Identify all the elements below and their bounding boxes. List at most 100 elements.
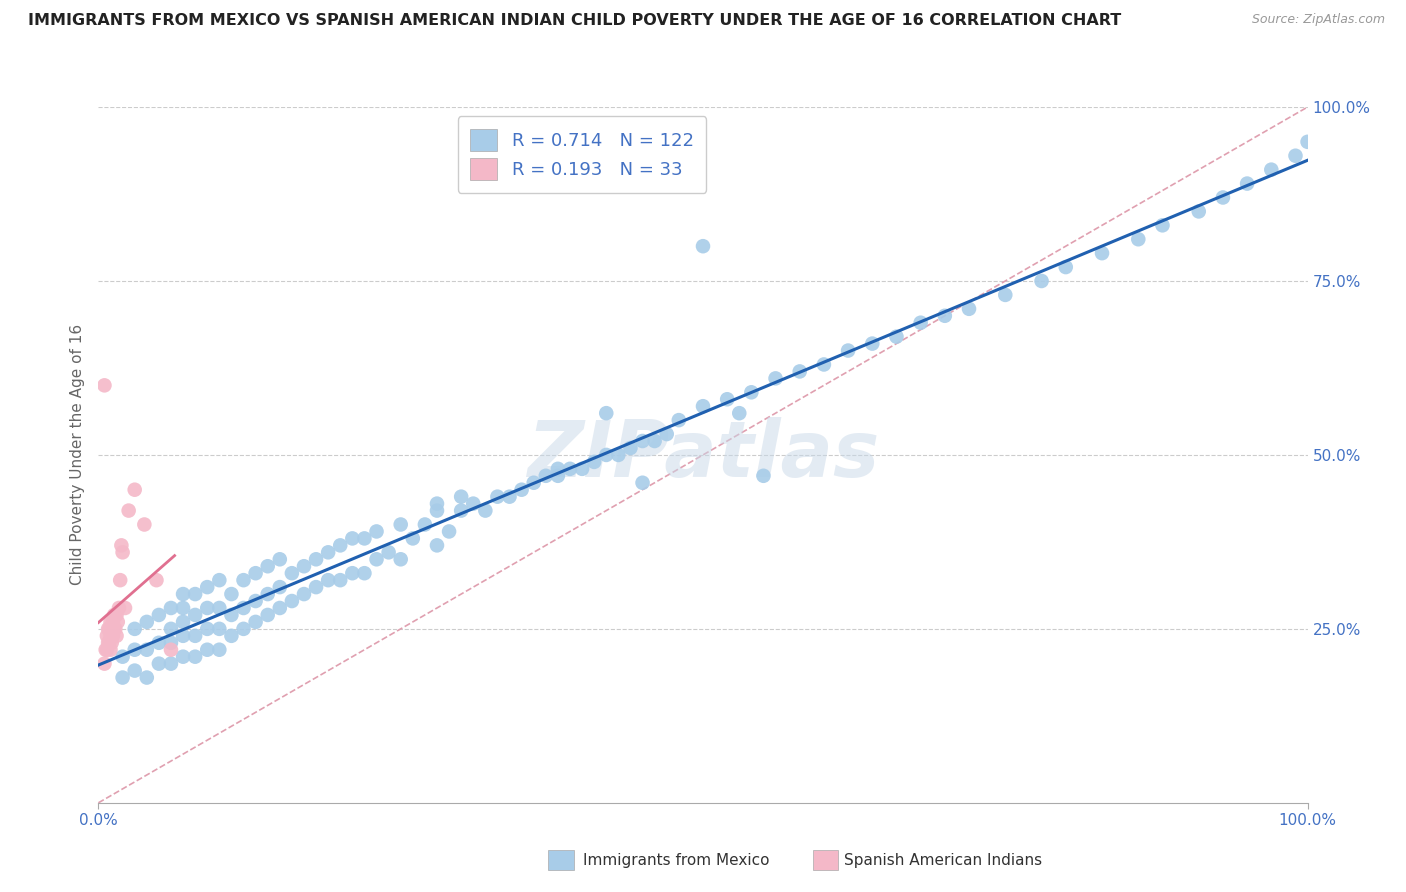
Point	[934, 309, 956, 323]
Point	[413, 517, 436, 532]
Point	[789, 364, 811, 378]
Point	[184, 587, 207, 601]
Point	[728, 406, 751, 420]
Point	[269, 580, 291, 594]
Point	[353, 566, 375, 581]
Point	[366, 524, 388, 539]
Point	[160, 642, 183, 657]
Point	[329, 573, 352, 587]
Point	[837, 343, 859, 358]
Point	[100, 615, 122, 629]
Point	[208, 601, 231, 615]
Point	[221, 587, 243, 601]
Point	[98, 636, 121, 650]
Point	[135, 642, 157, 657]
Point	[108, 573, 131, 587]
Point	[148, 636, 170, 650]
Text: Immigrants from Mexico: Immigrants from Mexico	[583, 854, 770, 868]
Point	[208, 642, 231, 657]
Point	[160, 601, 183, 615]
Point	[510, 483, 533, 497]
Point	[1031, 274, 1053, 288]
Point	[111, 649, 134, 664]
Point	[245, 566, 267, 581]
Point	[100, 629, 122, 643]
Point	[100, 636, 122, 650]
Point	[426, 497, 449, 511]
Point	[329, 538, 352, 552]
Point	[124, 483, 146, 497]
Point	[631, 475, 654, 490]
Point	[1212, 190, 1234, 204]
Point	[269, 601, 291, 615]
Point	[281, 566, 304, 581]
Point	[114, 601, 136, 615]
Point	[103, 622, 125, 636]
Point	[195, 601, 218, 615]
Point	[353, 532, 375, 546]
Point	[1128, 232, 1150, 246]
Point	[813, 358, 835, 372]
Point	[523, 475, 546, 490]
Point	[305, 552, 328, 566]
Point	[305, 580, 328, 594]
Point	[256, 587, 278, 601]
Point	[957, 301, 980, 316]
Point	[607, 448, 630, 462]
Point	[100, 642, 122, 657]
Point	[437, 524, 460, 539]
Point	[160, 636, 183, 650]
Point	[860, 336, 883, 351]
Point	[184, 649, 207, 664]
Point	[110, 538, 132, 552]
Point	[426, 503, 449, 517]
Y-axis label: Child Poverty Under the Age of 16: Child Poverty Under the Age of 16	[69, 325, 84, 585]
Point	[103, 607, 125, 622]
Point	[1091, 246, 1114, 260]
Point	[184, 629, 207, 643]
Point	[232, 601, 254, 615]
Point	[100, 622, 122, 636]
Point	[208, 622, 231, 636]
Point	[134, 517, 156, 532]
Point	[498, 490, 520, 504]
Point	[534, 468, 557, 483]
Point	[644, 434, 666, 448]
Text: Source: ZipAtlas.com: Source: ZipAtlas.com	[1251, 13, 1385, 27]
Point	[547, 468, 569, 483]
Point	[631, 434, 654, 448]
Point	[232, 573, 254, 587]
Point	[910, 316, 932, 330]
Point	[595, 448, 617, 462]
Point	[692, 399, 714, 413]
Point	[124, 642, 146, 657]
Legend: R = 0.714   N = 122, R = 0.193   N = 33: R = 0.714 N = 122, R = 0.193 N = 33	[458, 116, 706, 193]
Point	[172, 601, 194, 615]
Point	[172, 587, 194, 601]
Point	[1296, 135, 1319, 149]
Point	[96, 629, 118, 643]
Point	[124, 664, 146, 678]
Point	[98, 622, 121, 636]
Point	[245, 615, 267, 629]
Point	[256, 559, 278, 574]
Point	[160, 657, 183, 671]
Point	[135, 615, 157, 629]
Point	[105, 607, 128, 622]
Point	[148, 607, 170, 622]
Point	[1152, 219, 1174, 233]
Point	[558, 462, 581, 476]
Text: ZIPatlas: ZIPatlas	[527, 417, 879, 493]
Point	[366, 552, 388, 566]
Point	[292, 587, 315, 601]
Point	[269, 552, 291, 566]
Point	[195, 622, 218, 636]
Point	[1236, 177, 1258, 191]
Point	[1284, 149, 1306, 163]
Point	[1054, 260, 1077, 274]
Point	[316, 545, 339, 559]
Point	[292, 559, 315, 574]
Point	[172, 615, 194, 629]
Point	[208, 573, 231, 587]
Point	[1188, 204, 1211, 219]
